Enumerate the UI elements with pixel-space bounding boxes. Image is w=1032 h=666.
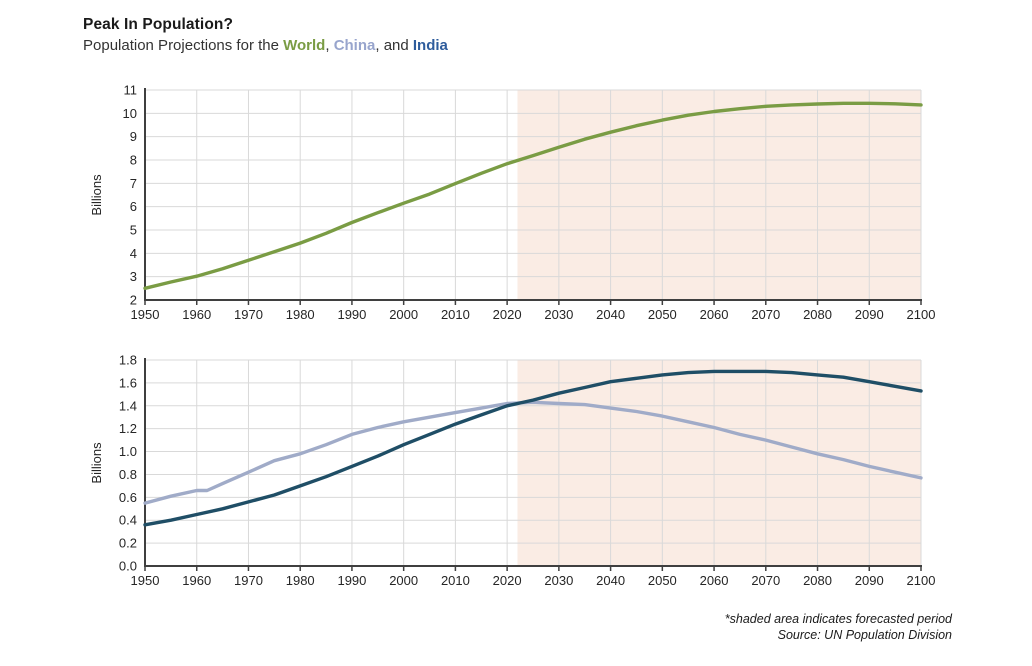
- x-tick-label: 2100: [907, 573, 936, 588]
- x-tick-label: 2010: [441, 573, 470, 588]
- x-tick-label: 1950: [131, 307, 160, 322]
- x-tick-label: 1980: [286, 573, 315, 588]
- x-tick-label: 2040: [596, 573, 625, 588]
- x-tick-label: 1990: [337, 307, 366, 322]
- y-axis-title: Billions: [89, 174, 104, 216]
- x-tick-label: 2000: [389, 307, 418, 322]
- world-series-line: [143, 101, 923, 290]
- y-tick-label: 8: [130, 153, 137, 168]
- x-tick-label: 2030: [544, 573, 573, 588]
- x-tick-label: 1960: [182, 307, 211, 322]
- x-tick-label: 2020: [493, 307, 522, 322]
- x-tick-label: 2090: [855, 307, 884, 322]
- x-tick-label: 2010: [441, 307, 470, 322]
- chart-header: Peak In Population? Population Projectio…: [83, 14, 448, 56]
- x-tick-label: 2050: [648, 307, 677, 322]
- y-tick-label: 0.0: [119, 559, 137, 574]
- china-legend-label: China: [333, 37, 376, 54]
- y-tick-label: 3: [130, 269, 137, 284]
- y-tick-label: 0.6: [119, 490, 137, 505]
- x-tick-label: 1970: [234, 307, 263, 322]
- x-tick-label: 2090: [855, 573, 884, 588]
- chart-footer: *shaded area indicates forecasted period…: [725, 611, 952, 643]
- y-tick-label: 2: [130, 293, 137, 308]
- x-tick-label: 1990: [337, 573, 366, 588]
- x-tick-label: 2070: [751, 307, 780, 322]
- subtitle-text: Population Projections for the: [83, 37, 284, 54]
- y-tick-label: 11: [124, 83, 138, 98]
- world-legend-label: World: [283, 37, 326, 54]
- china-india-population-chart: 1950 1960 1970 1980 1990 2000 2010 2020 2030 2040…: [89, 353, 935, 589]
- india-legend-label: India: [412, 37, 448, 54]
- y-tick-label: 1.2: [119, 421, 137, 436]
- x-tick-label: 2080: [803, 307, 832, 322]
- x-tick-label: 1970: [234, 573, 263, 588]
- subtitle-separator: , and: [375, 37, 413, 54]
- chart-subtitle: Population Projections for the World, Ch…: [83, 35, 448, 56]
- y-tick-label: 5: [130, 223, 137, 238]
- source-credit: Source: UN Population Division: [777, 628, 952, 642]
- y-tick-label: 0.8: [119, 467, 137, 482]
- x-tick-label: 2040: [596, 307, 625, 322]
- x-tick-label: 2050: [648, 573, 677, 588]
- y-tick-label: 1.6: [119, 375, 137, 390]
- page-title: Peak In Population?: [83, 16, 234, 33]
- forecast-footnote: *shaded area indicates forecasted period: [724, 612, 952, 626]
- y-tick-label: 1.4: [119, 398, 137, 413]
- x-tick-label: 1960: [182, 573, 211, 588]
- x-tick-label: 2060: [700, 573, 729, 588]
- india-series-line: [143, 369, 923, 527]
- y-axis-title: Billions: [89, 442, 104, 484]
- y-tick-label: 1.0: [119, 444, 137, 459]
- x-tick-label: 2000: [389, 573, 418, 588]
- y-tick-label: 6: [130, 199, 137, 214]
- x-tick-label: 2080: [803, 573, 832, 588]
- y-tick-label: 7: [130, 176, 137, 191]
- x-tick-label: 2060: [700, 307, 729, 322]
- y-tick-label: 4: [130, 246, 137, 261]
- x-tick-label: 1950: [131, 573, 160, 588]
- y-tick-label: 9: [130, 129, 137, 144]
- x-tick-label: 2020: [493, 573, 522, 588]
- world-population-chart: 1950 1960 1970 1980 1990 2000 2010 2020 2030 2040…: [89, 83, 935, 323]
- subtitle-separator: ,: [325, 37, 334, 54]
- y-tick-label: 0.2: [119, 536, 137, 551]
- x-tick-label: 1980: [286, 307, 315, 322]
- y-tick-label: 10: [123, 106, 137, 121]
- x-tick-label: 2070: [751, 573, 780, 588]
- y-tick-label: 0.4: [119, 513, 137, 528]
- y-tick-label: 1.8: [119, 353, 137, 368]
- x-tick-label: 2030: [544, 307, 573, 322]
- x-tick-label: 2100: [907, 307, 936, 322]
- forecast-shaded-region: [517, 90, 921, 300]
